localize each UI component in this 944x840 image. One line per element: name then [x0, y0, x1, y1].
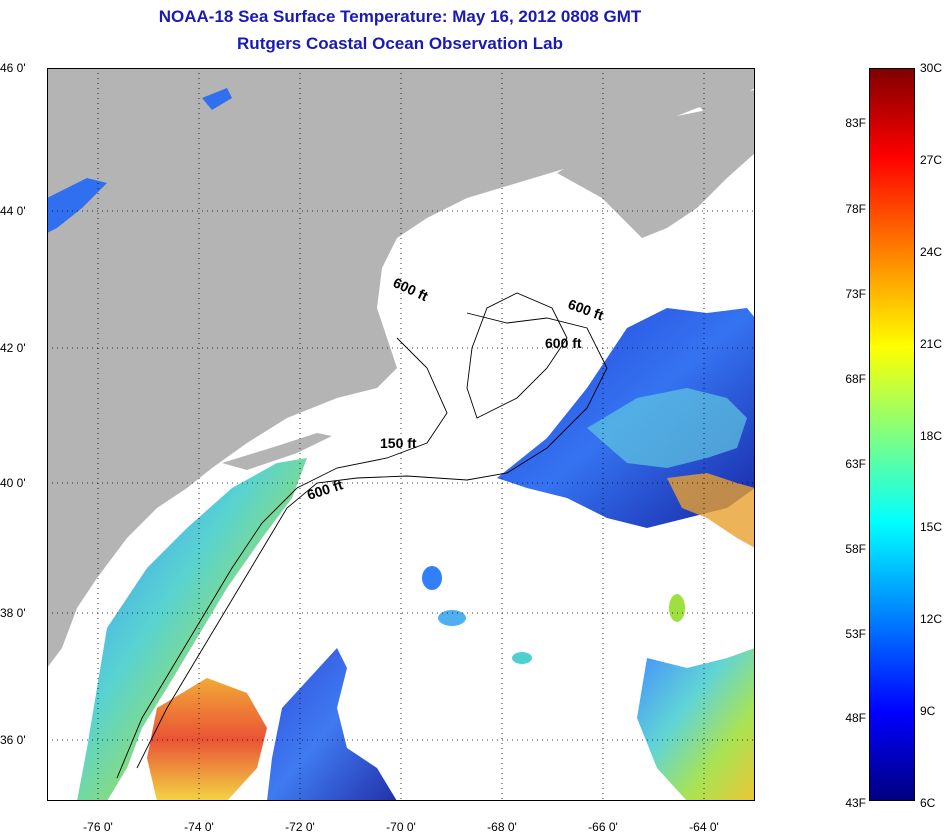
map-subtitle: Rutgers Coastal Ocean Observation Lab [237, 34, 563, 53]
lon-label-74: -74 0' [184, 820, 214, 834]
colorbar-f-68: 68F [845, 372, 866, 386]
contour-georges-bank [466, 292, 568, 419]
contour-label-3: 600 ft [545, 335, 582, 351]
colorbar-f-58: 58F [845, 542, 866, 556]
lat-label-40: 40 0' [0, 476, 26, 490]
sst-swath-shelf-edge [587, 388, 747, 468]
temperature-colorbar [869, 68, 915, 801]
colorbar-c-18: 18C [920, 429, 943, 443]
colorbar-c-24: 24C [920, 245, 943, 259]
sst-map[interactable]: 600 ft 600 ft 600 ft 150 ft 600 ft [47, 68, 755, 801]
colorbar-f-53: 53F [845, 627, 866, 641]
colorbar-c-27: 27C [920, 153, 943, 167]
land-nova-scotia [557, 103, 755, 238]
lat-label-36: 36 0' [0, 733, 26, 747]
lon-label-72: -72 0' [285, 820, 315, 834]
contour-label-4: 150 ft [380, 435, 417, 451]
lat-label-44: 44 0' [0, 204, 26, 218]
colorbar-f-48: 48F [845, 711, 866, 725]
colorbar-c-21: 21C [920, 337, 943, 351]
lon-label-70: -70 0' [386, 820, 416, 834]
colorbar-c-6: 6C [920, 796, 936, 810]
lon-label-76: -76 0' [83, 820, 113, 834]
lon-label-64: -64 0' [689, 820, 719, 834]
sst-swath-east-warm [667, 473, 755, 548]
lat-label-38: 38 0' [0, 606, 26, 620]
sst-swath-shelf [77, 458, 307, 801]
sst-patch-mid-4 [669, 594, 685, 622]
colorbar-c-9: 9C [920, 704, 936, 718]
lon-label-66: -66 0' [588, 820, 618, 834]
sst-patch-mid-1 [422, 566, 442, 590]
sst-swath-far-southeast [637, 648, 755, 801]
colorbar-c-12: 12C [920, 612, 943, 626]
colorbar-f-73: 73F [845, 287, 866, 301]
lon-label-68: -68 0' [487, 820, 517, 834]
sst-swath-southeast [267, 648, 397, 801]
land-mainland [47, 68, 755, 668]
colorbar-c-30: 30C [920, 61, 943, 75]
sst-patch-lake-ontario [47, 178, 107, 233]
colorbar-c-15: 15C [920, 520, 943, 534]
lat-label-46: 46 0' [0, 61, 26, 75]
colorbar-f-83: 83F [845, 116, 866, 130]
sst-patch-mid-2 [438, 610, 466, 626]
land-long-island [222, 433, 332, 470]
map-frame [47, 68, 755, 801]
colorbar-f-78: 78F [845, 202, 866, 216]
colorbar-f-43: 43F [845, 796, 866, 810]
contour-600ft-shelf [136, 312, 608, 769]
graticule [47, 68, 755, 801]
colorbar-f-63: 63F [845, 457, 866, 471]
sst-patch-mid-3 [512, 652, 532, 664]
sst-patch-lake-north [202, 88, 232, 110]
lat-label-42: 42 0' [0, 341, 26, 355]
sst-swath-south [147, 678, 267, 801]
map-title: NOAA-18 Sea Surface Temperature: May 16,… [158, 7, 642, 26]
contour-150ft-shelf [116, 337, 448, 779]
land-cape-breton [697, 90, 755, 118]
